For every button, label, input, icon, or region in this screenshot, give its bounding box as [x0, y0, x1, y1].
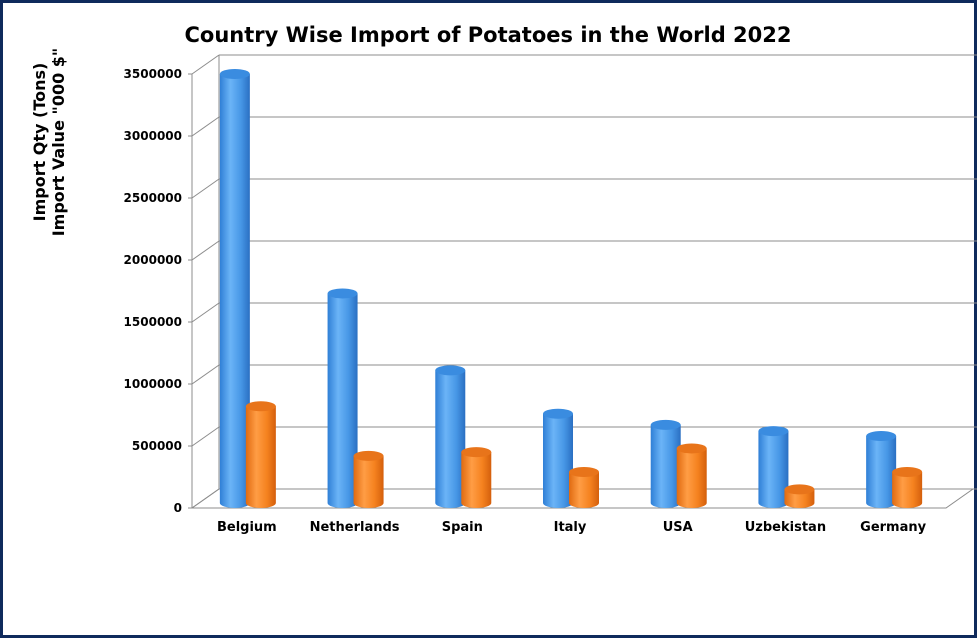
bar-body	[758, 431, 789, 508]
bar-body	[784, 489, 815, 508]
y-axis-title: Import Qty (Tons) Import Value "000 $"	[30, 48, 68, 237]
bar-qty-netherlands	[327, 288, 358, 508]
bar-top	[353, 450, 384, 461]
chart-title: Country Wise Import of Potatoes in the W…	[184, 23, 791, 47]
bar-body	[245, 406, 276, 508]
bar-top	[758, 426, 789, 437]
bar-top	[543, 408, 573, 419]
bar-qty-uzbekistan	[758, 426, 789, 508]
bar-top	[650, 419, 681, 430]
bar-top	[461, 447, 492, 458]
y-axis-title-line-2: Import Value "000 $"	[49, 48, 68, 237]
bar-body	[569, 472, 599, 508]
bar-body	[676, 448, 707, 508]
bar-value-italy	[569, 467, 599, 508]
y-axis-title-line-1: Import Qty (Tons)	[30, 63, 49, 222]
x-tick-label: USA	[663, 520, 693, 535]
y-tick-label: 2000000	[124, 253, 182, 267]
bar-body	[353, 455, 384, 508]
gridline-side	[191, 54, 220, 75]
bar-value-netherlands	[353, 450, 384, 508]
y-tick-label: 1000000	[124, 377, 182, 391]
bar-top	[676, 443, 707, 454]
bar-value-germany	[892, 467, 923, 508]
bar-value-belgium	[245, 401, 276, 508]
gridline-side	[191, 364, 220, 385]
x-tick-label: Uzbekistan	[745, 520, 826, 535]
bar-body	[543, 413, 573, 508]
y-tick-label: 3500000	[124, 67, 182, 81]
bar-top	[245, 401, 276, 412]
bar-qty-spain	[435, 365, 466, 508]
gridline-side	[191, 116, 220, 137]
y-tick-label: 2500000	[124, 191, 182, 205]
bar-value-spain	[461, 447, 492, 508]
bar-qty-belgium	[219, 68, 250, 509]
bar-top	[219, 68, 250, 79]
bar-top	[784, 484, 815, 495]
bar-body	[219, 73, 250, 509]
bar-top	[435, 365, 466, 376]
bar-value-uzbekistan	[784, 484, 815, 508]
gridline-side	[191, 426, 220, 447]
plot-floor	[190, 488, 975, 509]
gridline-side	[191, 240, 220, 261]
bar-qty-usa	[650, 419, 681, 508]
bar-body	[461, 452, 492, 508]
y-tick-label: 1500000	[124, 315, 182, 329]
y-tick-label: 500000	[132, 439, 182, 453]
plot-area: 0 500000 1000000 1500000 2000000 2500000 30000…	[124, 54, 977, 535]
bar-body	[892, 472, 923, 508]
gridline-side	[191, 302, 220, 323]
bar-qty-germany	[866, 431, 897, 508]
bar-top	[866, 431, 897, 442]
bar-value-usa	[676, 443, 707, 508]
bar-body	[435, 370, 466, 508]
y-tick-label: 0	[174, 501, 182, 515]
x-tick-label: Spain	[442, 520, 483, 535]
gridline-side	[191, 178, 220, 199]
y-tick-label: 3000000	[124, 129, 182, 143]
bar-top	[892, 467, 923, 477]
bar-body	[327, 293, 358, 508]
x-tick-label: Netherlands	[310, 520, 400, 535]
x-tick-label: Italy	[554, 520, 587, 535]
bar-top	[569, 467, 599, 477]
bar-qty-italy	[543, 408, 573, 508]
bar-top	[327, 288, 358, 299]
bar-body	[866, 436, 897, 508]
x-tick-label: Germany	[860, 520, 926, 535]
x-tick-label: Belgium	[217, 520, 277, 535]
bar-body	[650, 424, 681, 508]
